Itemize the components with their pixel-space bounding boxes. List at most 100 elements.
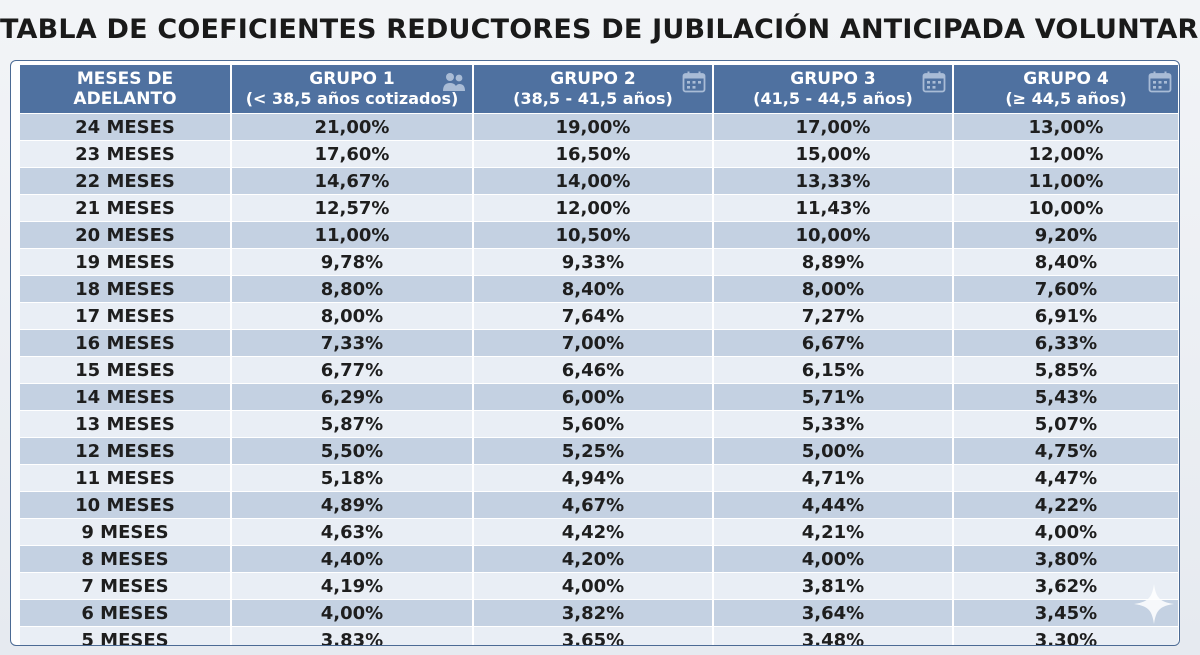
table-row: 14 MESES 6,29% 6,00% 5,71% 5,43%: [20, 383, 1178, 411]
header-line1: MESES DE: [76, 69, 174, 89]
header-group-4: GRUPO 4 (≥ 44,5 años): [953, 65, 1178, 114]
table-body: 24 MESES 21,00% 19,00% 17,00% 13,00% 23 MESES…: [20, 113, 1178, 645]
coefficient-cell: 4,21%: [713, 518, 954, 546]
coefficient-cell: 5,50%: [231, 437, 474, 465]
calendar-icon: [682, 71, 706, 93]
table-row: 10 MESES 4,89% 4,67% 4,44% 4,22%: [20, 491, 1178, 519]
coefficient-cell: 4,44%: [713, 491, 954, 519]
coefficient-cell: 9,20%: [953, 221, 1178, 249]
coefficient-cell: 3,65%: [473, 626, 714, 645]
months-cell: 19 MESES: [20, 248, 232, 276]
months-cell: 9 MESES: [20, 518, 232, 546]
coefficient-cell: 17,60%: [231, 140, 474, 168]
coefficient-cell: 6,29%: [231, 383, 474, 411]
coefficient-cell: 3,62%: [953, 572, 1178, 600]
coefficient-cell: 12,57%: [231, 194, 474, 222]
months-cell: 16 MESES: [20, 329, 232, 357]
table-row: 16 MESES 7,33% 7,00% 6,67% 6,33%: [20, 329, 1178, 357]
coefficient-cell: 3,81%: [713, 572, 954, 600]
coefficient-cell: 7,60%: [953, 275, 1178, 303]
months-cell: 15 MESES: [20, 356, 232, 384]
coefficient-cell: 17,00%: [713, 113, 954, 141]
coefficient-cell: 4,89%: [231, 491, 474, 519]
coefficient-cell: 8,00%: [713, 275, 954, 303]
coefficient-cell: 14,00%: [473, 167, 714, 195]
coefficient-cell: 4,42%: [473, 518, 714, 546]
coefficient-cell: 6,77%: [231, 356, 474, 384]
table-row: 6 MESES 4,00% 3,82% 3,64% 3,45%: [20, 599, 1178, 627]
coefficient-cell: 4,00%: [473, 572, 714, 600]
coefficients-table: MESES DE ADELANTO GRUPO 1 (< 38,5 años c…: [20, 65, 1178, 645]
coefficient-cell: 5,43%: [953, 383, 1178, 411]
coefficient-cell: 8,89%: [713, 248, 954, 276]
coefficient-cell: 4,00%: [953, 518, 1178, 546]
coefficient-cell: 19,00%: [473, 113, 714, 141]
coefficient-cell: 13,00%: [953, 113, 1178, 141]
coefficient-cell: 8,40%: [473, 275, 714, 303]
coefficient-cell: 3,30%: [953, 626, 1178, 645]
table-row: 12 MESES 5,50% 5,25% 5,00% 4,75%: [20, 437, 1178, 465]
coefficient-cell: 3,83%: [231, 626, 474, 645]
coefficient-cell: 21,00%: [231, 113, 474, 141]
table-row: 18 MESES 8,80% 8,40% 8,00% 7,60%: [20, 275, 1178, 303]
coefficient-cell: 5,18%: [231, 464, 474, 492]
coefficient-cell: 6,67%: [713, 329, 954, 357]
header-months: MESES DE ADELANTO: [20, 65, 232, 114]
coefficient-cell: 4,00%: [231, 599, 474, 627]
coefficient-cell: 4,19%: [231, 572, 474, 600]
coefficient-cell: 10,00%: [953, 194, 1178, 222]
coefficient-cell: 12,00%: [953, 140, 1178, 168]
coefficient-cell: 8,00%: [231, 302, 474, 330]
header-group-1: GRUPO 1 (< 38,5 años cotizados): [231, 65, 474, 114]
coefficient-cell: 4,47%: [953, 464, 1178, 492]
coefficient-cell: 7,00%: [473, 329, 714, 357]
coefficient-cell: 4,00%: [713, 545, 954, 573]
calendar-icon: [1148, 71, 1172, 93]
coefficient-cell: 11,00%: [953, 167, 1178, 195]
coefficient-cell: 3,82%: [473, 599, 714, 627]
coefficient-cell: 3,80%: [953, 545, 1178, 573]
coefficient-cell: 9,33%: [473, 248, 714, 276]
coefficient-cell: 15,00%: [713, 140, 954, 168]
months-cell: 18 MESES: [20, 275, 232, 303]
header-group-3: GRUPO 3 (41,5 - 44,5 años): [713, 65, 954, 114]
coefficient-cell: 4,63%: [231, 518, 474, 546]
header-line2: (≥ 44,5 años): [1005, 89, 1127, 108]
header-line2: ADELANTO: [73, 89, 177, 109]
coefficient-cell: 10,50%: [473, 221, 714, 249]
table-row: 20 MESES 11,00% 10,50% 10,00% 9,20%: [20, 221, 1178, 249]
coefficient-cell: 4,40%: [231, 545, 474, 573]
header-line1: GRUPO 3: [790, 69, 876, 89]
table-row: 7 MESES 4,19% 4,00% 3,81% 3,62%: [20, 572, 1178, 600]
header-line1: GRUPO 4: [1023, 69, 1109, 89]
table-row: 17 MESES 8,00% 7,64% 7,27% 6,91%: [20, 302, 1178, 330]
coefficient-cell: 4,94%: [473, 464, 714, 492]
months-cell: 12 MESES: [20, 437, 232, 465]
header-line2: (38,5 - 41,5 años): [513, 89, 673, 108]
calendar-icon: [922, 71, 946, 93]
coefficient-cell: 4,71%: [713, 464, 954, 492]
months-cell: 10 MESES: [20, 491, 232, 519]
months-cell: 23 MESES: [20, 140, 232, 168]
header-group-2: GRUPO 2 (38,5 - 41,5 años): [473, 65, 714, 114]
table-row: 8 MESES 4,40% 4,20% 4,00% 3,80%: [20, 545, 1178, 573]
coefficient-cell: 4,67%: [473, 491, 714, 519]
table-row: 23 MESES 17,60% 16,50% 15,00% 12,00%: [20, 140, 1178, 168]
months-cell: 13 MESES: [20, 410, 232, 438]
months-cell: 17 MESES: [20, 302, 232, 330]
months-cell: 24 MESES: [20, 113, 232, 141]
months-cell: 5 MESES: [20, 626, 232, 645]
coefficient-cell: 5,33%: [713, 410, 954, 438]
header-row: MESES DE ADELANTO GRUPO 1 (< 38,5 años c…: [20, 65, 1178, 114]
coefficient-cell: 8,40%: [953, 248, 1178, 276]
coefficient-cell: 7,27%: [713, 302, 954, 330]
table-row: 9 MESES 4,63% 4,42% 4,21% 4,00%: [20, 518, 1178, 546]
coefficient-cell: 5,60%: [473, 410, 714, 438]
coefficient-cell: 7,33%: [231, 329, 474, 357]
table-row: 5 MESES 3,83% 3,65% 3,48% 3,30%: [20, 626, 1178, 645]
coefficient-cell: 4,20%: [473, 545, 714, 573]
table-frame: MESES DE ADELANTO GRUPO 1 (< 38,5 años c…: [10, 60, 1180, 646]
coefficient-cell: 4,75%: [953, 437, 1178, 465]
months-cell: 7 MESES: [20, 572, 232, 600]
header-line2: (< 38,5 años cotizados): [245, 89, 459, 108]
